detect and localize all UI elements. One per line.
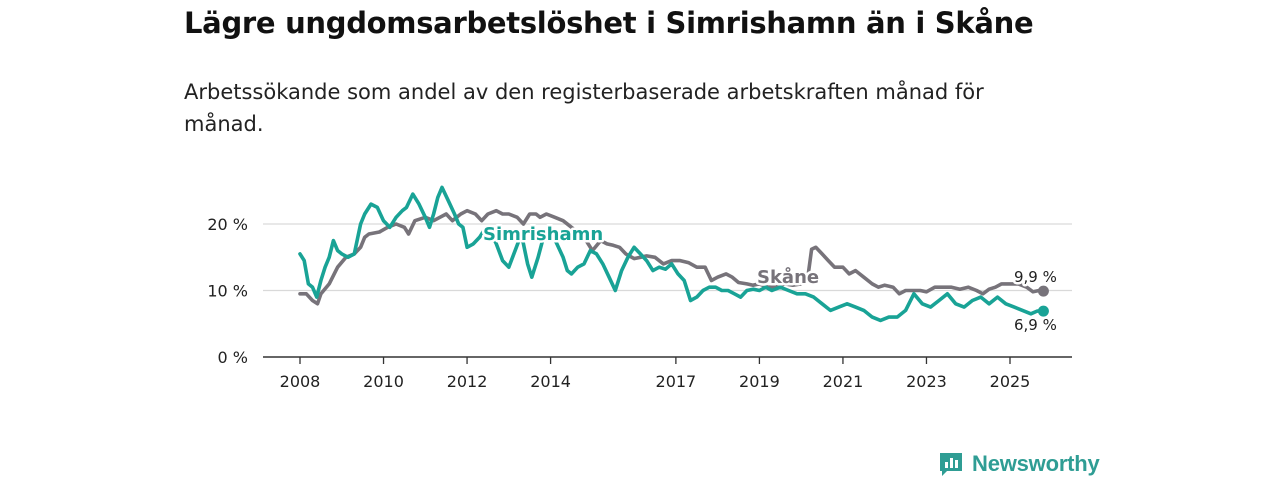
x-tick-label: 2012 <box>447 372 488 391</box>
gridlines <box>263 223 1072 358</box>
x-tick-label: 2017 <box>656 372 697 391</box>
y-axis-ticks: 0 % 10 % 20 % <box>207 215 248 367</box>
x-tick-label: 2014 <box>530 372 571 391</box>
end-value-label-simrishamn: 6,9 % <box>1014 316 1057 334</box>
x-tick-label: 2025 <box>990 372 1031 391</box>
series-labels: Simrishamn Skåne 9,9 % 6,9 % <box>481 222 1060 337</box>
chart-title: Lägre ungdomsarbetslöshet i Simrishamn ä… <box>184 6 1034 40</box>
series-line-simrishamn <box>298 185 1046 323</box>
x-tick-label: 2019 <box>739 372 780 391</box>
x-axis-ticks: 2008 2010 2012 2014 2017 2019 2021 2023 2025 <box>280 357 1031 391</box>
x-tick-label: 2008 <box>280 372 321 391</box>
x-tick-label: 2010 <box>363 372 404 391</box>
series-label-simrishamn: Simrishamn <box>483 224 603 245</box>
chart-subtitle: Arbetssökande som andel av den registerb… <box>184 80 984 136</box>
newsworthy-logo-icon <box>940 453 962 476</box>
end-point-simrishamn <box>1037 305 1049 317</box>
y-tick-label: 0 % <box>218 348 248 367</box>
brand-name: Newsworthy <box>972 451 1100 476</box>
y-tick-label: 20 % <box>207 215 248 234</box>
series-line-skane <box>298 208 1046 306</box>
y-tick-label: 10 % <box>207 282 248 301</box>
end-point-skane <box>1037 285 1049 297</box>
series-lines <box>298 185 1049 323</box>
end-value-label-skane: 9,9 % <box>1014 268 1057 286</box>
x-tick-label: 2021 <box>823 372 864 391</box>
newsworthy-brand[interactable]: Newsworthy <box>938 448 1100 480</box>
x-tick-label: 2023 <box>906 372 947 391</box>
series-label-skane: Skåne <box>757 266 819 288</box>
